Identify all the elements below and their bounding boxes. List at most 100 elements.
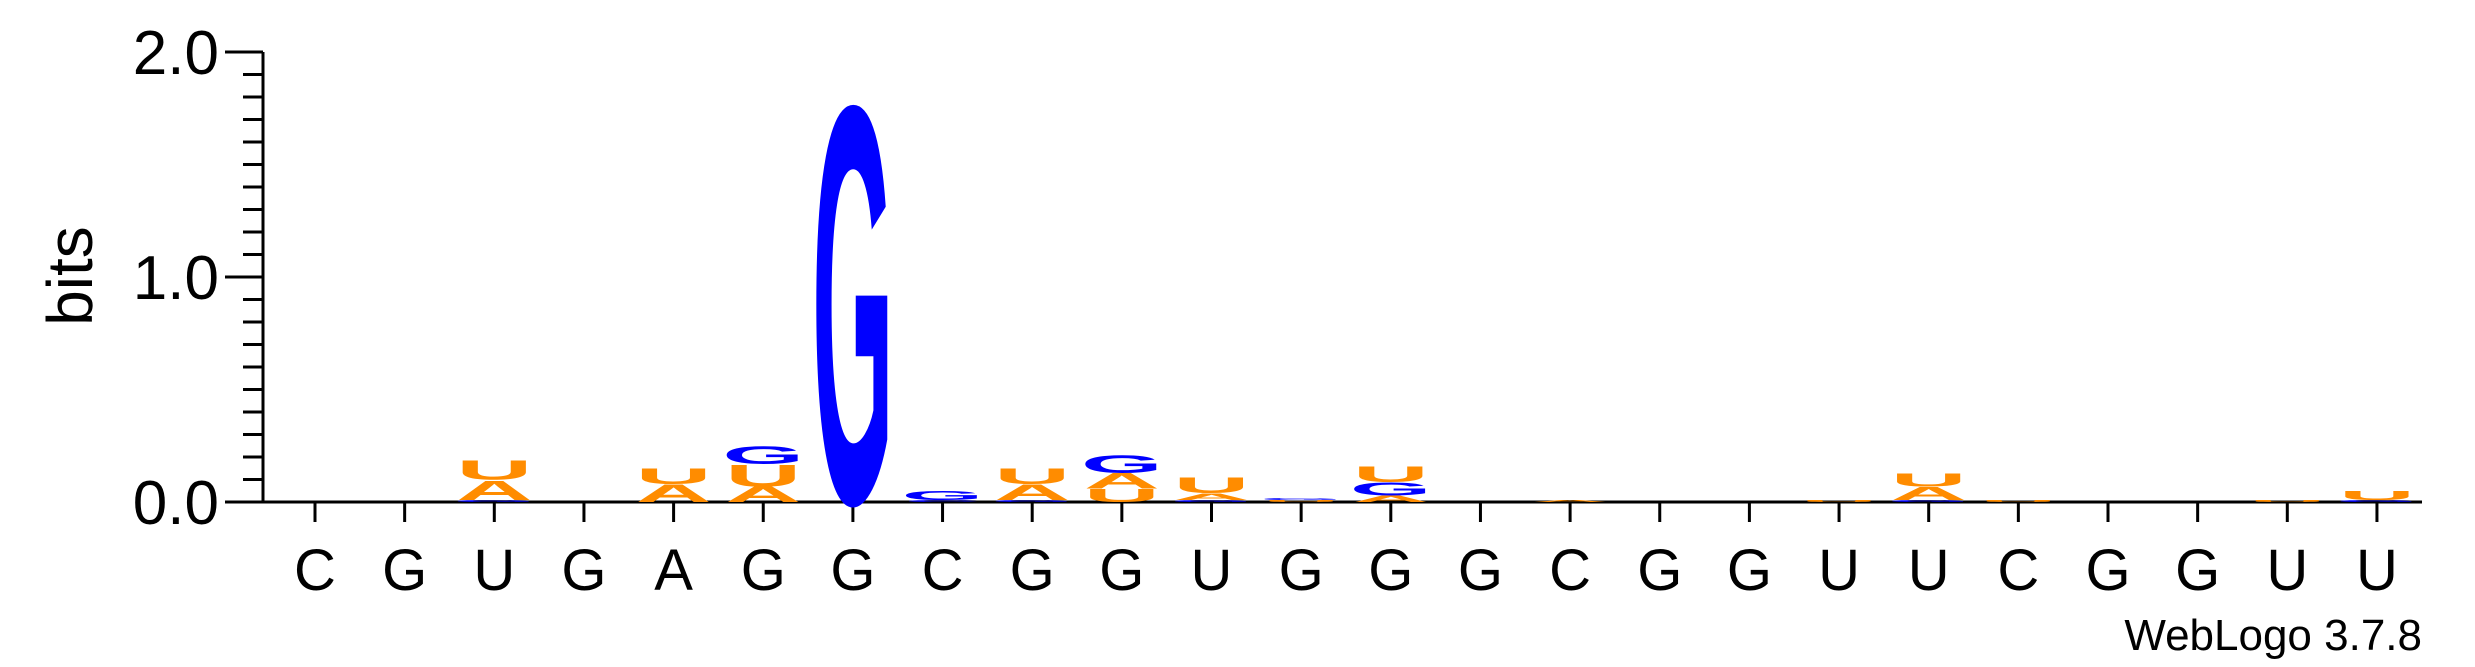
x-tick-label: C (1549, 538, 1591, 603)
glyph-G: G (1081, 451, 1163, 479)
letter-G: G (991, 499, 1073, 502)
letter-G: G (1081, 451, 1163, 479)
glyph-A: A (1084, 469, 1160, 493)
glyph-G: G (722, 442, 804, 470)
letter-G: G (812, 0, 894, 623)
weblogo-credit: WebLogo 3.7.8 (2124, 611, 2422, 660)
glyph-U: U (456, 454, 532, 485)
glyph-U: U (1263, 499, 1339, 502)
x-tick-label: G (1099, 538, 1144, 603)
glyph-U: U (1801, 499, 1877, 502)
x-tick-label: U (2356, 538, 2398, 603)
glyph-U: U (725, 458, 801, 493)
letter-A: A (456, 475, 532, 506)
x-tick-label: G (1279, 538, 1324, 603)
glyph-G: G (812, 0, 894, 623)
glyph-G: G (1171, 499, 1253, 502)
glyph-A: A (1532, 499, 1608, 502)
letter-A: A (1174, 491, 1250, 502)
x-tick-label: G (561, 538, 606, 603)
x-tick-label: G (1727, 538, 1772, 603)
letter-G: G (1260, 497, 1342, 500)
x-tick-label: U (1818, 538, 1860, 603)
letter-G: G (722, 442, 804, 470)
letter-A: A (636, 480, 712, 508)
glyph-U: U (2249, 499, 2325, 502)
letter-U: U (1174, 473, 1250, 497)
glyph-U: U (1174, 473, 1250, 497)
glyph-U: U (1980, 499, 2056, 502)
glyph-G: G (902, 488, 984, 502)
glyph-A: A (636, 480, 712, 508)
x-tick-label: A (654, 538, 693, 603)
letter-A: A (1532, 499, 1608, 502)
letter-U: U (636, 464, 712, 488)
glyph-G: G (2336, 499, 2418, 502)
letter-U: U (1801, 499, 1877, 502)
letter-G: G (453, 499, 535, 502)
letter-G: G (1888, 499, 1970, 502)
letter-U: U (2249, 499, 2325, 502)
letter-U: U (994, 464, 1070, 488)
x-tick-label: C (1997, 538, 2039, 603)
x-tick-label: G (1010, 538, 1055, 603)
glyph-A: A (1891, 483, 1967, 504)
y-tick-label: 1.0 (133, 244, 219, 313)
letter-U: U (2339, 488, 2415, 502)
x-tick-label: U (473, 538, 515, 603)
glyph-G: G (991, 499, 1073, 502)
glyph-A: A (725, 482, 801, 506)
y-tick-label: 0.0 (133, 469, 219, 538)
letter-U: U (456, 454, 532, 485)
x-tick-label: C (922, 538, 964, 603)
letter-U: U (1891, 469, 1967, 490)
y-tick-label: 2.0 (133, 19, 219, 88)
labels: bits WebLogo 3.7.8 (34, 226, 2422, 660)
letter-A: A (1353, 493, 1429, 504)
glyph-C: C (905, 499, 981, 502)
letter-U: U (1980, 499, 2056, 502)
x-tick-label: U (1908, 538, 1950, 603)
glyph-U: U (1891, 469, 1967, 490)
x-tick-label: G (2085, 538, 2130, 603)
letter-U: U (1353, 462, 1429, 486)
letter-A: A (725, 482, 801, 506)
glyph-U: U (2339, 488, 2415, 502)
glyph-G: G (453, 499, 535, 502)
x-tick-label: U (1191, 538, 1233, 603)
glyph-U: U (994, 464, 1070, 488)
glyph-U: U (636, 464, 712, 488)
x-tick-label: G (1637, 538, 1682, 603)
glyph-G: G (1888, 499, 1970, 502)
axes: 0.01.02.0C G U G A G G C G G U G G G C G G U U C G G U U (133, 19, 2422, 603)
x-tick-label: G (1368, 538, 1413, 603)
letter-A: A (1084, 469, 1160, 493)
letter-A: A (1891, 483, 1967, 504)
letter-U: U (1084, 485, 1160, 506)
x-tick-label: U (2266, 538, 2308, 603)
letter-G: G (1350, 478, 1432, 499)
x-tick-label: G (1458, 538, 1503, 603)
glyph-G: G (1260, 497, 1342, 500)
glyph-U: U (1353, 462, 1429, 486)
x-tick-label: C (294, 538, 336, 603)
x-tick-label: G (830, 538, 875, 603)
letter-A: A (994, 480, 1070, 504)
glyph-G: G (1350, 478, 1432, 499)
letter-G: G (2336, 499, 2418, 502)
letter-C: C (905, 499, 981, 502)
letter-G: G (902, 488, 984, 502)
glyph-A: A (1353, 493, 1429, 504)
letter-U: U (1263, 499, 1339, 502)
glyph-A: A (456, 475, 532, 506)
glyph-A: A (1174, 491, 1250, 502)
x-tick-label: G (741, 538, 786, 603)
x-tick-label: G (2175, 538, 2220, 603)
y-axis-label: bits (34, 226, 106, 326)
x-tick-label: G (382, 538, 427, 603)
letter-G: G (1171, 499, 1253, 502)
glyph-U: U (1084, 485, 1160, 506)
glyph-A: A (994, 480, 1070, 504)
